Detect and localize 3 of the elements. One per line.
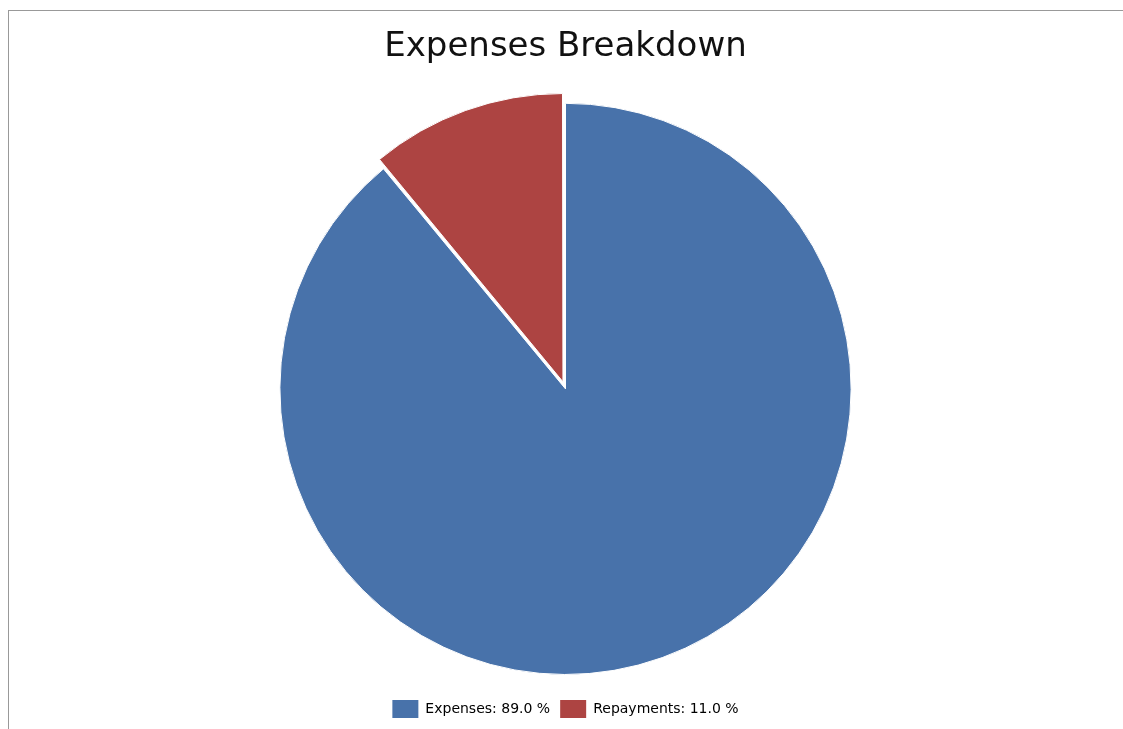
legend-label: Expenses: 89.0 % [425, 699, 551, 716]
chart-title: Expenses Breakdown [384, 24, 747, 65]
legend-label: Repayments: 11.0 % [593, 699, 739, 716]
